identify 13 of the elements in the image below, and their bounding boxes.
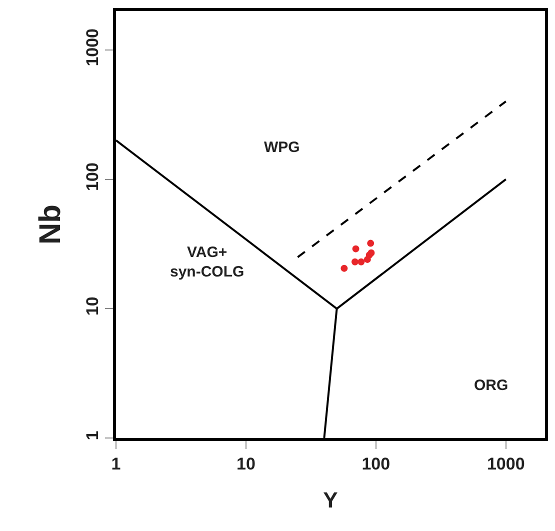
y-tick-label: 1000 xyxy=(83,28,102,66)
x-tick-label: 100 xyxy=(362,454,390,474)
y-tick-label: 100 xyxy=(83,162,102,191)
annotation: VAG+ syn-COLG xyxy=(170,244,244,280)
x-tick-label: 1 xyxy=(111,454,121,474)
x-axis-title: Y xyxy=(323,487,338,512)
annotation: ORG xyxy=(474,377,508,394)
annotation: WPG xyxy=(264,139,300,156)
y-axis-title: Nb xyxy=(34,204,68,244)
y-tick-label: 1 xyxy=(83,430,102,440)
x-tick-label: 1000 xyxy=(486,454,525,474)
x-tick-label: 10 xyxy=(236,454,256,474)
y-tick-label: 10 xyxy=(83,296,102,316)
